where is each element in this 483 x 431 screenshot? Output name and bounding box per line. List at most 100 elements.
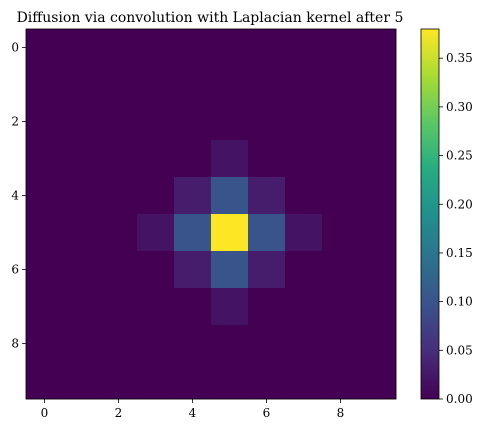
heatmap-cell — [322, 325, 360, 363]
heatmap-cell — [359, 251, 397, 289]
heatmap-cell — [174, 362, 212, 400]
colorbar-tick-label: 0.30 — [446, 100, 473, 114]
heatmap-cell — [248, 29, 286, 67]
heatmap-cell — [137, 325, 175, 363]
heatmap-cell — [359, 288, 397, 326]
chart-title: Diffusion via convolution with Laplacian… — [17, 10, 404, 26]
heatmap-cell — [100, 103, 138, 141]
heatmap-cell — [26, 214, 64, 252]
heatmap-cell — [322, 288, 360, 326]
heatmap-cell — [100, 251, 138, 289]
heatmap-cell — [322, 214, 360, 252]
heatmap-cell — [285, 362, 323, 400]
colorbar — [420, 28, 440, 400]
colorbar-tick-label: 0.20 — [446, 197, 473, 211]
heatmap-cell — [174, 288, 212, 326]
heatmap-cells — [26, 29, 397, 400]
heatmap-cell — [248, 214, 286, 252]
y-tick-label: 2 — [11, 115, 19, 129]
heatmap-cell — [63, 140, 101, 178]
heatmap-cell — [100, 362, 138, 400]
heatmap-cell — [322, 66, 360, 104]
colorbar-ticks: 0.00 0.05 0.10 0.15 0.20 0.25 0.30 0.35 — [439, 51, 473, 406]
heatmap-cell — [137, 140, 175, 178]
heatmap-cell — [285, 251, 323, 289]
x-tick-label: 6 — [263, 406, 271, 420]
heatmap-cell — [359, 177, 397, 215]
heatmap-cell — [359, 103, 397, 141]
heatmap-cell — [137, 214, 175, 252]
heatmap-cell — [248, 362, 286, 400]
heatmap-cell — [211, 214, 249, 252]
heatmap-cell — [211, 103, 249, 141]
heatmap-cell — [211, 66, 249, 104]
y-tick-label: 0 — [11, 41, 19, 55]
heatmap-cell — [322, 140, 360, 178]
heatmap-cell — [174, 103, 212, 141]
heatmap-cell — [100, 288, 138, 326]
colorbar-tick-label: 0.25 — [446, 149, 473, 163]
heatmap-cell — [63, 214, 101, 252]
heatmap-cell — [63, 288, 101, 326]
heatmap-cell — [63, 251, 101, 289]
colorbar-tick-label: 0.05 — [446, 343, 473, 357]
heatmap-cell — [359, 29, 397, 67]
x-tick-label: 8 — [337, 406, 345, 420]
heatmap-cell — [63, 29, 101, 67]
heatmap-cell — [322, 29, 360, 67]
heatmap-cell — [359, 140, 397, 178]
heatmap-cell — [285, 214, 323, 252]
heatmap-cell — [174, 325, 212, 363]
heatmap-cell — [63, 177, 101, 215]
colorbar-tick-label: 0.15 — [446, 246, 473, 260]
heatmap-cell — [26, 103, 64, 141]
heatmap-cell — [174, 214, 212, 252]
heatmap-cell — [248, 103, 286, 141]
x-tick-label: 0 — [41, 406, 49, 420]
heatmap-cell — [322, 362, 360, 400]
heatmap-cell — [100, 325, 138, 363]
heatmap-cell — [137, 177, 175, 215]
heatmap-cell — [248, 66, 286, 104]
heatmap-cell — [211, 288, 249, 326]
heatmap-cell — [211, 29, 249, 67]
heatmap-cell — [248, 251, 286, 289]
heatmap-cell — [359, 362, 397, 400]
heatmap-cell — [26, 177, 64, 215]
heatmap-cell — [63, 66, 101, 104]
heatmap-cell — [322, 177, 360, 215]
heatmap-cell — [174, 177, 212, 215]
heatmap-cell — [285, 325, 323, 363]
heatmap-cell — [100, 140, 138, 178]
heatmap-cell — [285, 29, 323, 67]
heatmap-cell — [248, 177, 286, 215]
heatmap-cell — [285, 66, 323, 104]
x-axis: 0 2 4 6 8 — [41, 399, 345, 420]
heatmap-cell — [211, 362, 249, 400]
x-tick-label: 4 — [189, 406, 197, 420]
heatmap-cell — [137, 362, 175, 400]
heatmap-cell — [248, 325, 286, 363]
y-tick-label: 4 — [11, 189, 19, 203]
heatmap-cell — [100, 29, 138, 67]
heatmap-cell — [211, 325, 249, 363]
heatmap-cell — [26, 288, 64, 326]
y-tick-label: 6 — [11, 263, 19, 277]
heatmap-cell — [359, 214, 397, 252]
heatmap-cell — [26, 140, 64, 178]
heatmap-cell — [174, 29, 212, 67]
y-tick-label: 8 — [11, 337, 19, 351]
heatmap-cell — [211, 140, 249, 178]
heatmap-cell — [359, 66, 397, 104]
heatmap-cell — [100, 66, 138, 104]
heatmap-cell — [285, 288, 323, 326]
heatmap-cell — [322, 251, 360, 289]
heatmap-cell — [174, 140, 212, 178]
heatmap-cell — [26, 251, 64, 289]
heatmap-cell — [211, 177, 249, 215]
colorbar-tick-label: 0.00 — [446, 392, 473, 406]
heatmap-cell — [248, 288, 286, 326]
heatmap-cell — [137, 288, 175, 326]
heatmap-cell — [248, 140, 286, 178]
